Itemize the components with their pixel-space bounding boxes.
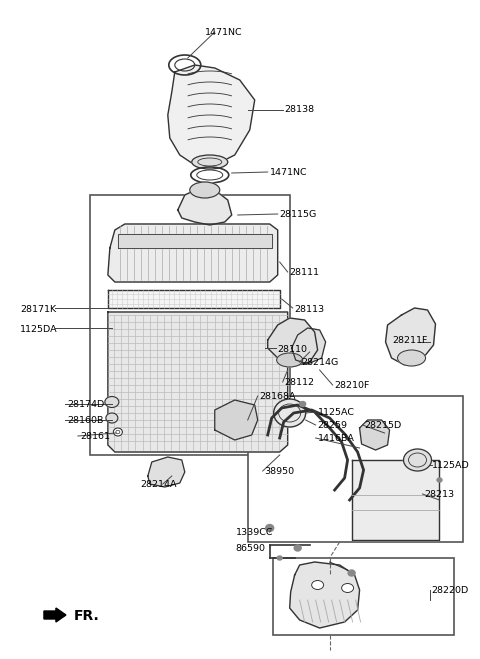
Text: 28110: 28110 bbox=[278, 345, 308, 354]
Text: 1125AC: 1125AC bbox=[318, 408, 355, 417]
Text: 28174D: 28174D bbox=[67, 400, 104, 409]
Polygon shape bbox=[108, 290, 280, 308]
Ellipse shape bbox=[342, 583, 354, 592]
Polygon shape bbox=[168, 65, 255, 165]
Polygon shape bbox=[118, 234, 272, 248]
Ellipse shape bbox=[106, 413, 118, 423]
Text: 28211F: 28211F bbox=[393, 336, 428, 345]
Ellipse shape bbox=[312, 581, 324, 590]
Text: FR.: FR. bbox=[74, 609, 100, 623]
Text: 28213: 28213 bbox=[424, 490, 455, 499]
Polygon shape bbox=[268, 318, 318, 366]
Text: 28215D: 28215D bbox=[365, 421, 402, 430]
Ellipse shape bbox=[266, 525, 274, 532]
Text: 28210F: 28210F bbox=[335, 381, 370, 390]
Text: 28214G: 28214G bbox=[301, 358, 339, 367]
Ellipse shape bbox=[169, 55, 201, 75]
Polygon shape bbox=[360, 420, 390, 450]
Text: 28259: 28259 bbox=[318, 421, 348, 430]
Text: 28115G: 28115G bbox=[280, 210, 317, 219]
Text: 28160B: 28160B bbox=[67, 416, 103, 425]
Polygon shape bbox=[292, 328, 325, 364]
Text: 28111: 28111 bbox=[289, 268, 320, 277]
Text: 1125AD: 1125AD bbox=[432, 461, 469, 470]
Text: 1471NC: 1471NC bbox=[270, 168, 307, 177]
Text: 28113: 28113 bbox=[295, 305, 325, 314]
Text: 28171K: 28171K bbox=[20, 305, 56, 314]
Polygon shape bbox=[178, 188, 232, 225]
Text: 1416BA: 1416BA bbox=[318, 434, 355, 443]
Ellipse shape bbox=[276, 353, 303, 367]
Polygon shape bbox=[215, 400, 258, 440]
Text: 28161: 28161 bbox=[80, 432, 110, 441]
Ellipse shape bbox=[294, 545, 301, 551]
Polygon shape bbox=[289, 562, 360, 628]
Text: 1471NC: 1471NC bbox=[205, 28, 242, 37]
Polygon shape bbox=[385, 308, 435, 365]
Ellipse shape bbox=[404, 449, 432, 471]
Bar bbox=[248, 396, 464, 542]
Text: 28214A: 28214A bbox=[140, 480, 176, 489]
Text: 28112: 28112 bbox=[285, 378, 315, 387]
Polygon shape bbox=[148, 457, 185, 487]
Ellipse shape bbox=[105, 397, 119, 407]
Ellipse shape bbox=[191, 167, 229, 183]
Text: 86590: 86590 bbox=[236, 544, 266, 553]
Ellipse shape bbox=[190, 182, 220, 198]
Ellipse shape bbox=[300, 401, 306, 407]
Bar bbox=[90, 195, 289, 455]
Text: 28220D: 28220D bbox=[432, 586, 469, 595]
Ellipse shape bbox=[397, 350, 425, 366]
Ellipse shape bbox=[277, 556, 282, 560]
Text: 1339CC: 1339CC bbox=[236, 528, 273, 537]
Ellipse shape bbox=[437, 478, 442, 482]
Text: 38950: 38950 bbox=[264, 467, 295, 476]
Ellipse shape bbox=[274, 399, 306, 427]
Polygon shape bbox=[108, 224, 278, 282]
Polygon shape bbox=[351, 460, 440, 540]
Ellipse shape bbox=[113, 428, 122, 436]
Polygon shape bbox=[44, 608, 66, 622]
Bar bbox=[273, 558, 455, 635]
Text: 1125DA: 1125DA bbox=[20, 325, 58, 334]
Text: 28138: 28138 bbox=[285, 105, 315, 114]
Ellipse shape bbox=[192, 155, 228, 169]
Ellipse shape bbox=[348, 570, 355, 576]
Polygon shape bbox=[108, 312, 288, 452]
Text: 28168A: 28168A bbox=[260, 392, 296, 401]
